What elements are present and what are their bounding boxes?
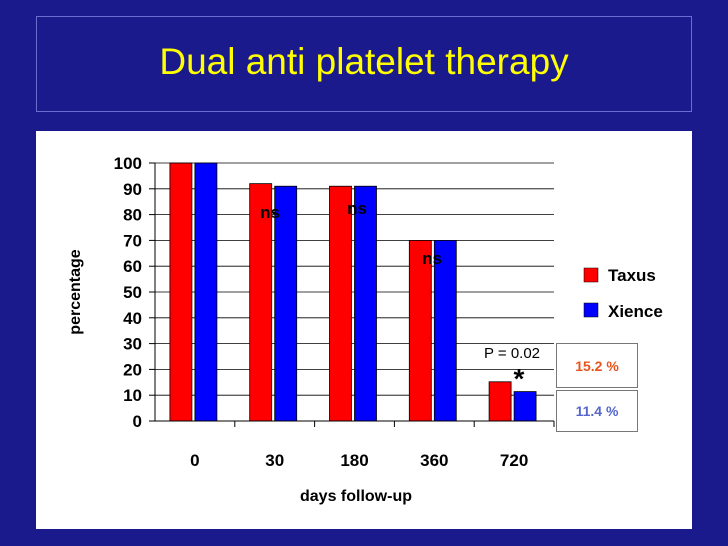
y-tick-label: 90 bbox=[123, 180, 142, 199]
x-axis-label: days follow-up bbox=[300, 488, 412, 505]
y-tick-label: 30 bbox=[123, 335, 142, 354]
significance-star: * bbox=[514, 363, 525, 394]
bar-xience-720 bbox=[513, 391, 537, 422]
bar-taxus-0 bbox=[169, 162, 193, 422]
p-value-label: P = 0.02 bbox=[484, 345, 540, 362]
y-tick-label: 0 bbox=[133, 412, 142, 431]
y-tick-labels: 0 10 20 30 40 50 60 70 80 90 100 bbox=[114, 154, 142, 431]
slide-title: Dual anti platelet therapy bbox=[159, 41, 569, 82]
legend-swatch-taxus bbox=[583, 267, 599, 283]
x-tick-label: 720 bbox=[500, 451, 528, 470]
ns-label-360: ns bbox=[422, 249, 442, 268]
x-tick-label: 360 bbox=[420, 451, 448, 470]
bar-taxus-180 bbox=[329, 185, 352, 422]
legend-swatch-xience bbox=[583, 302, 599, 318]
title-frame bbox=[36, 16, 692, 112]
y-tick-label: 10 bbox=[123, 386, 142, 405]
y-tick-label: 100 bbox=[114, 154, 142, 173]
bars bbox=[169, 162, 537, 422]
legend-label-xience: Xience bbox=[608, 302, 663, 321]
bar-xience-0 bbox=[194, 162, 218, 422]
legend: Taxus Xience bbox=[583, 266, 663, 321]
xience-percentage-box: 11.4 % bbox=[556, 390, 638, 432]
bar-taxus-720 bbox=[488, 381, 512, 422]
x-tick-label: 0 bbox=[190, 451, 199, 470]
bar-xience-180 bbox=[354, 185, 377, 422]
taxus-percentage-box: 15.2 % bbox=[556, 343, 638, 388]
y-tick-label: 60 bbox=[123, 257, 142, 276]
y-tick-label: 20 bbox=[123, 360, 142, 379]
x-tick-labels: 0 30 180 360 720 bbox=[190, 421, 555, 470]
x-tick-label: 30 bbox=[265, 451, 284, 470]
x-tick-label: 180 bbox=[340, 451, 368, 470]
legend-label-taxus: Taxus bbox=[608, 266, 656, 285]
y-axis-label: percentage bbox=[67, 249, 84, 334]
ns-label-180: ns bbox=[347, 199, 367, 218]
y-tick-label: 70 bbox=[123, 231, 142, 250]
y-tick-label: 40 bbox=[123, 309, 142, 328]
y-tick-label: 80 bbox=[123, 206, 142, 225]
y-tick-label: 50 bbox=[123, 283, 142, 302]
ns-label-30: ns bbox=[260, 203, 280, 222]
